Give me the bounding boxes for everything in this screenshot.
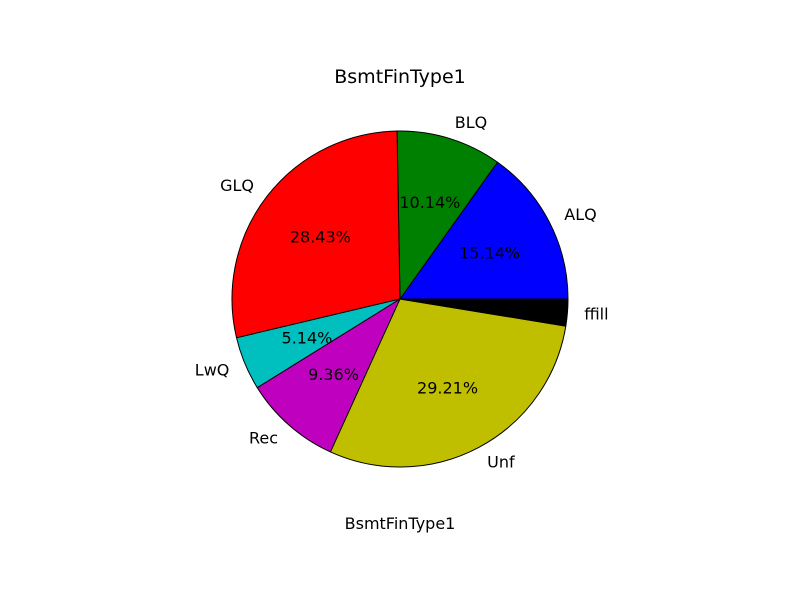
slice-label-glq: GLQ	[220, 176, 254, 195]
slice-percent-glq: 28.43%	[290, 228, 351, 247]
slice-percent-lwq: 5.14%	[282, 328, 333, 347]
pie-slice-ffill	[399, 298, 569, 327]
slice-percent-rec: 9.36%	[308, 365, 359, 384]
pie-percent-labels: 15.14% 10.14% 28.43% 5.14% 9.36% 29.21%	[282, 193, 521, 397]
chart-title: BsmtFinType1	[334, 66, 466, 88]
slice-label-lwq: LwQ	[195, 361, 230, 380]
pie-slice-rec	[256, 298, 401, 453]
slice-percent-unf: 29.21%	[417, 378, 478, 397]
pie-slice-blq	[396, 130, 499, 300]
slice-label-unf: Unf	[487, 452, 515, 471]
slice-percent-alq: 15.14%	[459, 243, 520, 262]
slice-label-ffill: ffill	[584, 304, 608, 323]
pie-slices	[231, 130, 569, 468]
slice-label-rec: Rec	[249, 428, 278, 447]
slice-label-blq: BLQ	[455, 113, 487, 132]
slice-label-alq: ALQ	[564, 205, 596, 224]
pie-slice-unf	[329, 298, 567, 468]
x-axis-label: BsmtFinType1	[345, 514, 456, 533]
pie-slice-glq	[231, 130, 401, 339]
slice-percent-blq: 10.14%	[399, 193, 460, 212]
pie-slice-alq	[399, 161, 569, 300]
pie-slice-labels: ALQ BLQ GLQ LwQ Rec Unf ffill	[195, 113, 609, 471]
